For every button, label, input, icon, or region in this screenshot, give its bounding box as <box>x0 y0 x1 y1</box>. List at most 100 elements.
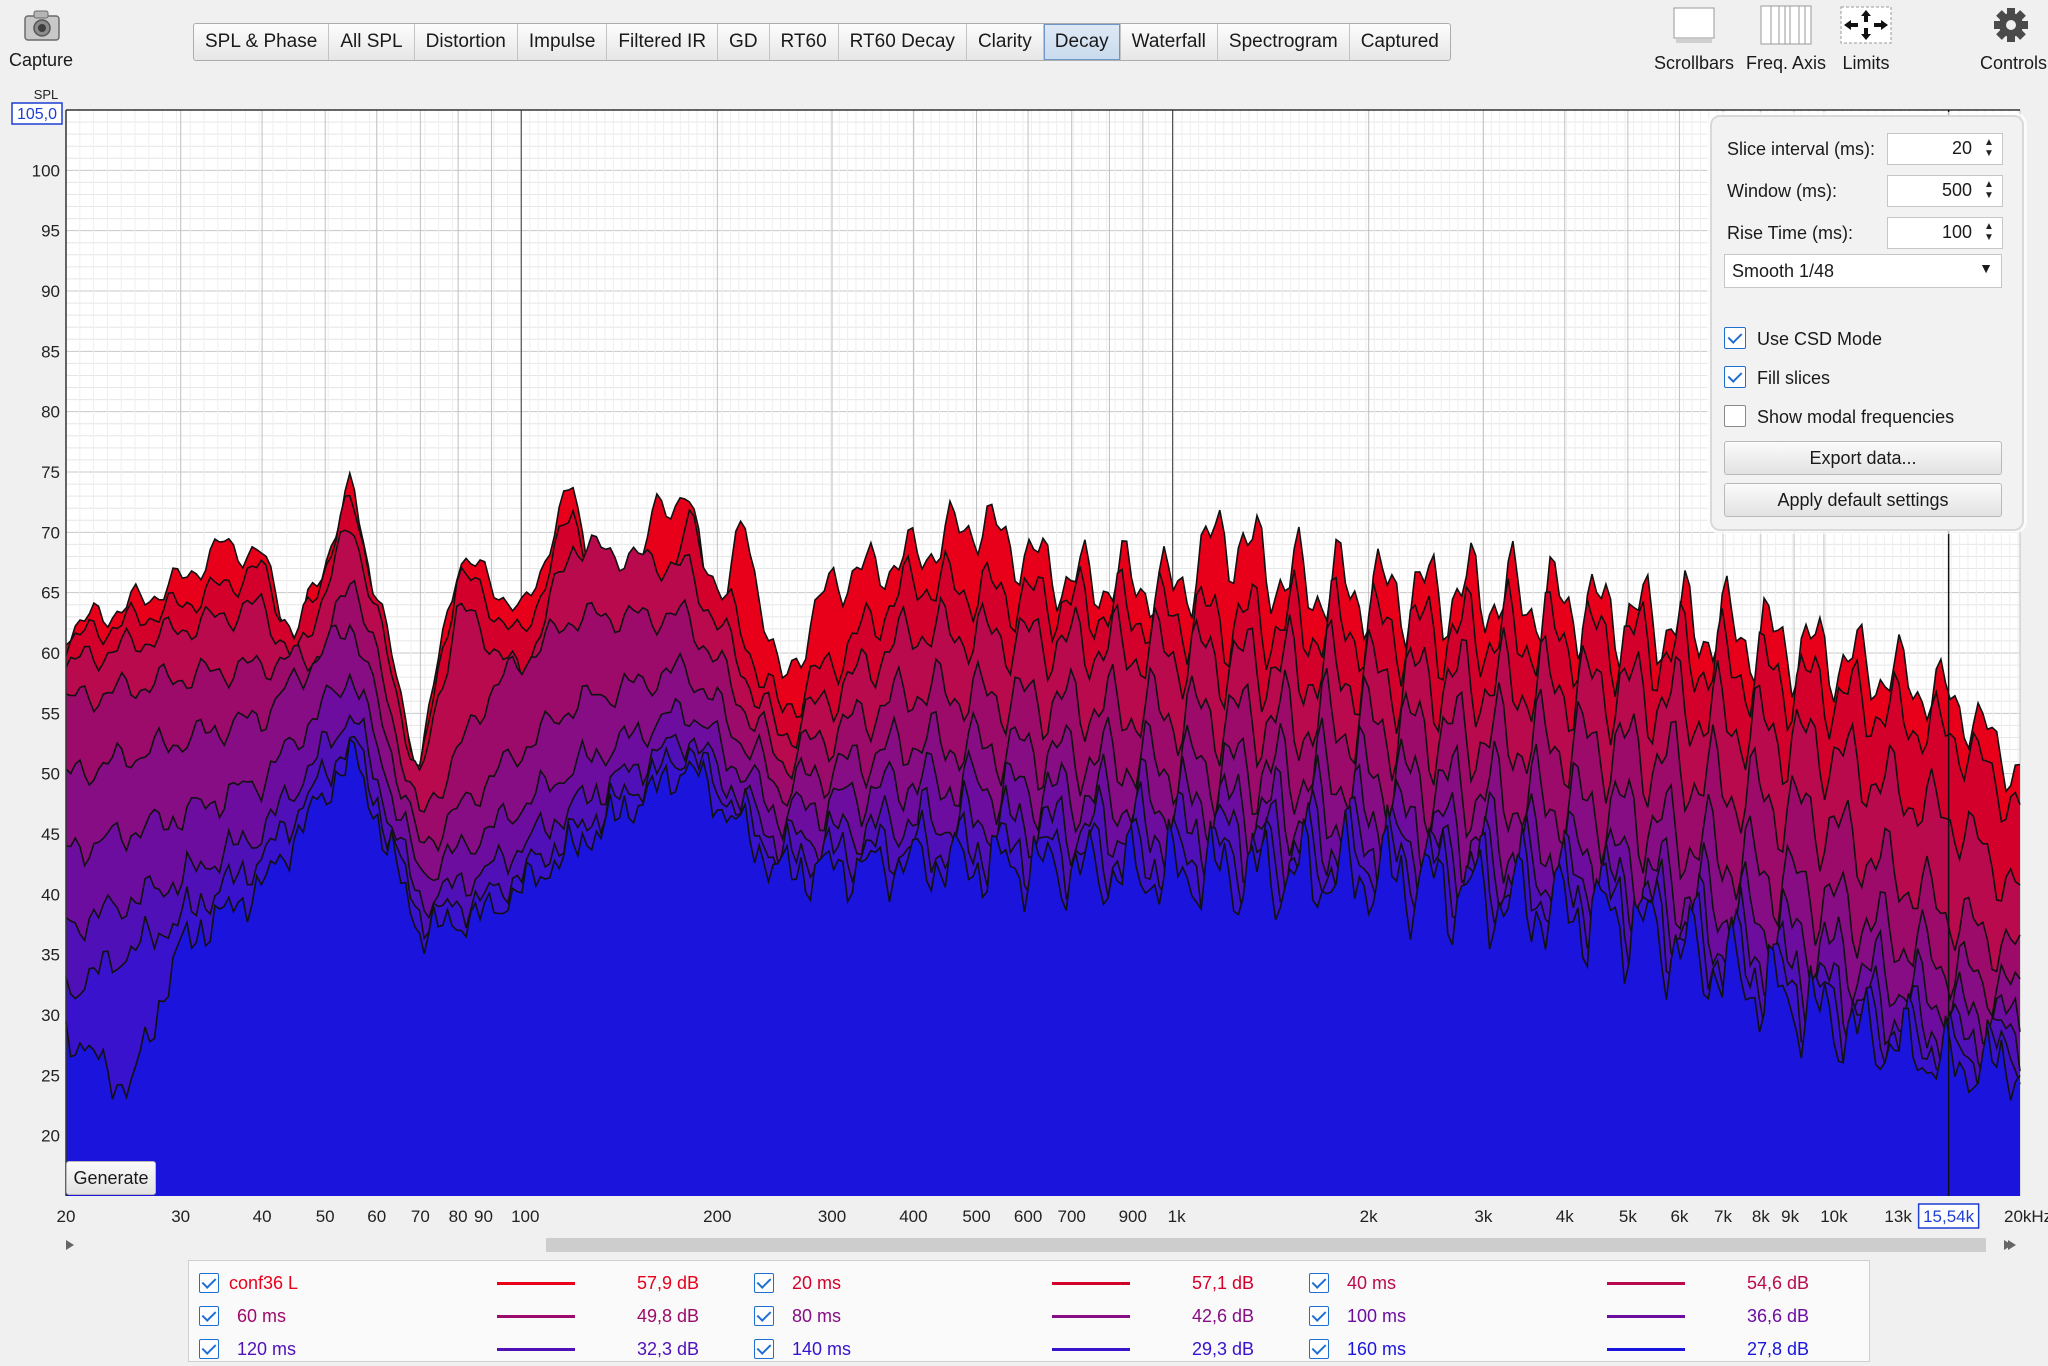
tab-waterfall[interactable]: Waterfall <box>1121 24 1218 60</box>
cursor-readout-box[interactable] <box>1917 1203 1980 1229</box>
decay-slice-line <box>65 494 2021 824</box>
window-spinner[interactable]: 500 ▲ ▼ <box>1887 175 2003 207</box>
tab-captured[interactable]: Captured <box>1360 31 1439 52</box>
legend-checkbox[interactable] <box>754 1339 774 1359</box>
x-tick-label: 200 <box>703 1207 731 1226</box>
tab-spectrogram[interactable]: Spectrogram <box>1218 24 1350 60</box>
legend-checkbox[interactable] <box>754 1306 774 1326</box>
legend-checkbox[interactable] <box>199 1339 219 1359</box>
slice-interval-value: 20 <box>1951 138 1972 158</box>
capture-label: Capture <box>8 50 74 70</box>
x-tick-label: 2k <box>1360 1207 1378 1226</box>
x-tick-label: 20 <box>57 1207 76 1226</box>
y-max-input[interactable] <box>11 102 63 125</box>
x-tick-label: 13k <box>1884 1207 1912 1226</box>
y-tick-label: 75 <box>41 463 60 482</box>
tab-distortion[interactable]: Distortion <box>415 24 518 60</box>
generate-button[interactable]: Generate <box>66 1161 156 1195</box>
controls-panel: Slice interval (ms): 20 ▲ ▼ Window (ms): … <box>1710 115 2024 531</box>
legend-series-name: 160 ms <box>1347 1339 1407 1359</box>
legend-line-swatch <box>1052 1348 1130 1351</box>
decay-slice-line <box>65 737 2021 1101</box>
legend-series-name: 140 ms <box>792 1339 852 1359</box>
tab-decay[interactable]: Decay <box>1043 24 1121 60</box>
decay-slice-fill <box>66 738 2020 1196</box>
x-tick-label: 8k <box>1752 1207 1770 1226</box>
scroll-left-icon[interactable] <box>66 1240 74 1250</box>
legend-checkbox[interactable] <box>1309 1273 1329 1293</box>
x-tick-label: 9k <box>1781 1207 1799 1226</box>
apply-default-settings-button[interactable]: Apply default settings <box>1724 483 2002 517</box>
legend-checkbox[interactable] <box>1309 1306 1329 1326</box>
tab-filtered-ir[interactable]: Filtered IR <box>607 24 719 60</box>
window-value: 500 <box>1941 180 1972 200</box>
legend-series-name: 20 ms <box>792 1273 842 1293</box>
scroll-right-icon[interactable] <box>2004 1240 2012 1250</box>
show-modal-label: Show modal frequencies <box>1757 407 1955 427</box>
y-tick-label: 20 <box>41 1127 60 1146</box>
scrollbar-thumb[interactable] <box>546 1238 1986 1252</box>
x-tick-label: 700 <box>1058 1207 1086 1226</box>
fill-slices-label: Fill slices <box>1757 368 1831 388</box>
slice-interval-spinner[interactable]: 20 ▲ ▼ <box>1887 133 2003 165</box>
x-tick-label: 600 <box>1014 1207 1042 1226</box>
legend-line-swatch <box>1052 1282 1130 1285</box>
legend-line-swatch <box>1607 1348 1685 1351</box>
y-tick-label: 90 <box>41 282 60 301</box>
rise-time-value: 100 <box>1941 222 1972 242</box>
view-tabs: SPL & Phase All SPL Distortion Impulse Filte… <box>193 23 1451 61</box>
legend-series-name: conf36 L <box>229 1273 299 1293</box>
legend-line-swatch <box>497 1348 575 1351</box>
window-label: Window (ms): <box>1727 181 1838 201</box>
x-tick-label: 7k <box>1714 1207 1732 1226</box>
y-tick-label: 60 <box>41 644 60 663</box>
controls-label: Controls <box>1980 53 2048 73</box>
y-tick-label: 25 <box>41 1066 60 1085</box>
scrollbars-button[interactable]: Scrollbars <box>1648 0 1740 80</box>
gear-icon <box>1994 8 2028 42</box>
tab-spl-phase[interactable]: SPL & Phase <box>194 24 330 60</box>
y-tick-label: 65 <box>41 584 60 603</box>
camera-icon <box>24 10 60 41</box>
legend-panel: conf36 L 57,9 dB 20 ms 57,1 dB 40 ms 54,6 dB 6… <box>188 1260 1870 1362</box>
tab-rt60[interactable]: RT60 <box>770 24 839 60</box>
tab-clarity[interactable]: Clarity <box>967 24 1044 60</box>
capture-button[interactable]: Capture <box>0 0 82 80</box>
y-tick-label: 55 <box>41 704 60 723</box>
legend-checkbox[interactable] <box>199 1306 219 1326</box>
limits-button[interactable]: Limits <box>1832 0 1900 80</box>
spinner-arrows-icon[interactable]: ▲ ▼ <box>1984 221 1994 243</box>
legend-checkbox[interactable] <box>199 1273 219 1293</box>
legend-value: 27,8 dB <box>1746 1339 1809 1359</box>
controls-button[interactable]: Controls <box>1970 0 2048 80</box>
fill-slices-checkbox[interactable] <box>1724 366 1746 388</box>
decay-slices <box>65 470 2021 1197</box>
decay-chart[interactable]: 20 25 30 35 40 45 50 55 60 65 70 75 80 85 90 95 100 SPL 10… <box>0 80 2048 1232</box>
use-csd-checkbox[interactable] <box>1724 327 1746 349</box>
scrollbars-label: Scrollbars <box>1653 53 1735 73</box>
spinner-arrows-icon[interactable]: ▲ ▼ <box>1984 179 1994 201</box>
legend-value: 42,6 dB <box>1191 1306 1254 1326</box>
tab-impulse[interactable]: Impulse <box>518 24 608 60</box>
y-tick-label: 80 <box>41 403 60 422</box>
spinner-arrows-icon[interactable]: ▲ ▼ <box>1984 137 1994 159</box>
tab-rt60-decay[interactable]: RT60 Decay <box>839 24 967 60</box>
x-tick-label: 70 <box>411 1207 430 1226</box>
x-tick-label: 100 <box>511 1207 539 1226</box>
legend-line-swatch <box>1607 1315 1685 1318</box>
legend-checkbox[interactable] <box>1309 1339 1329 1359</box>
tab-gd[interactable]: GD <box>718 24 770 60</box>
freq-axis-label: Freq. Axis <box>1745 53 1827 73</box>
rise-time-spinner[interactable]: 100 ▲ ▼ <box>1887 217 2003 249</box>
export-data-button[interactable]: Export data... <box>1724 441 2002 475</box>
freq-axis-button[interactable]: Freq. Axis <box>1740 0 1832 80</box>
slice-interval-label: Slice interval (ms): <box>1727 139 1876 159</box>
legend-checkbox[interactable] <box>754 1273 774 1293</box>
x-tick-label: 30 <box>171 1207 190 1226</box>
y-axis: 20 25 30 35 40 45 50 55 60 65 70 75 80 85 90 95 100 SPL 10… <box>11 87 63 1146</box>
tab-all-spl[interactable]: All SPL <box>329 24 415 60</box>
horizontal-scrollbar[interactable] <box>62 1236 2020 1254</box>
smoothing-select[interactable]: Smooth 1/48 ▼ <box>1724 254 2002 288</box>
rise-time-label: Rise Time (ms): <box>1727 223 1853 243</box>
show-modal-checkbox[interactable] <box>1724 405 1746 427</box>
